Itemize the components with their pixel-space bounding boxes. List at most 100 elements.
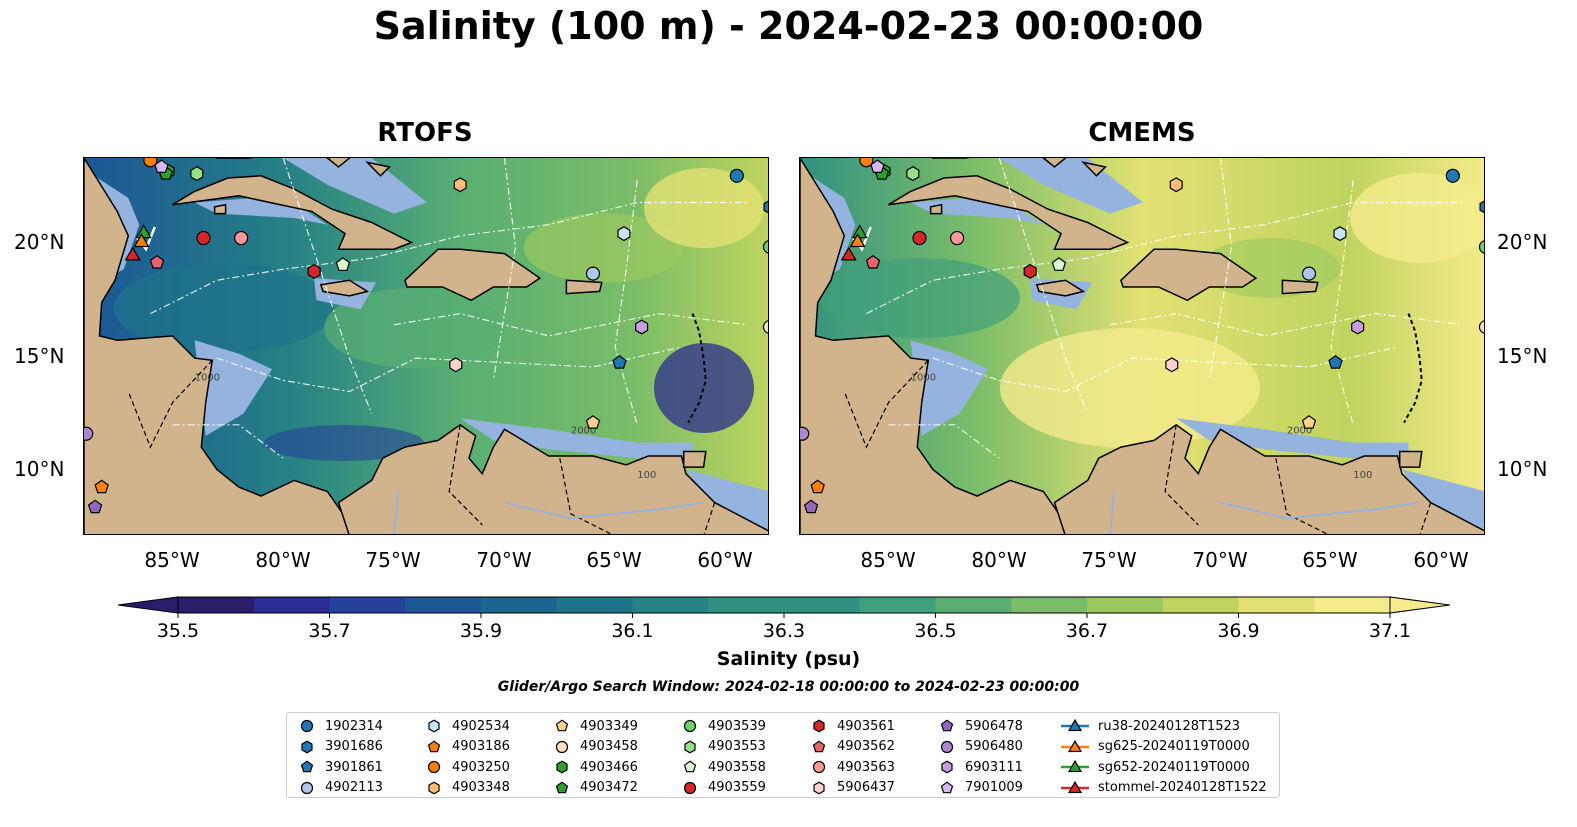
float-marker	[762, 240, 768, 254]
legend-marker	[428, 781, 440, 794]
hispaniola	[1120, 248, 1258, 302]
country-border	[1275, 458, 1329, 534]
legend-label: 1902314	[325, 718, 383, 734]
hispaniola	[404, 248, 542, 302]
central-america	[84, 158, 350, 534]
legend-item: 4903559	[680, 778, 766, 798]
legend-item: 1902314	[297, 716, 383, 736]
colorbar-cell	[784, 597, 861, 613]
float-marker	[865, 254, 881, 269]
legend-marker	[1061, 718, 1089, 732]
float-marker	[870, 159, 885, 173]
legend-symbol	[941, 760, 953, 774]
contour-label: 100	[637, 470, 656, 481]
legend-marker	[684, 740, 696, 753]
legend-label: 4903562	[837, 739, 895, 754]
colorbar-cell	[1087, 597, 1164, 613]
country-border	[843, 359, 929, 449]
south-america	[337, 423, 768, 534]
legend-label: 4903348	[452, 780, 510, 795]
legend-symbol	[813, 719, 825, 733]
colorbar-cell	[329, 597, 406, 613]
lat-tick-left: 15°N	[14, 344, 65, 368]
legend-item: 4903466	[552, 757, 638, 777]
float-marker	[617, 226, 631, 242]
float-marker	[449, 357, 463, 373]
legend-label: 5906480	[965, 739, 1023, 754]
river	[393, 491, 400, 534]
lat-tick-right: 10°N	[1497, 457, 1548, 481]
bahamas-bank	[999, 158, 1143, 214]
legend-symbol	[300, 781, 314, 794]
lon-tick: 75°W	[365, 548, 421, 572]
colorbar-cell	[253, 597, 330, 613]
float-marker	[190, 166, 204, 182]
fresh-eddy	[264, 425, 424, 461]
contour-label: 2000	[571, 426, 596, 437]
lon-tick: 80°W	[971, 548, 1027, 572]
panel-title-cmems: CMEMS	[1088, 118, 1196, 148]
legend-symbol	[940, 780, 954, 793]
float-marker	[453, 177, 467, 193]
lat-tick-left: 20°N	[14, 230, 65, 254]
float-marker	[94, 479, 109, 494]
legend-marker	[300, 760, 314, 773]
lon-tick: 85°W	[144, 548, 200, 572]
colorbar-tick-label: 35.9	[459, 620, 503, 642]
lesser-antilles-contour	[687, 313, 707, 424]
legend-item: 4903250	[424, 757, 510, 777]
legend-marker	[556, 760, 568, 774]
lon-tick: 60°W	[1413, 548, 1469, 572]
float-marker	[612, 354, 627, 369]
colorbar-cell	[556, 597, 633, 613]
eez-boundary	[393, 312, 748, 337]
legend-label: 4902113	[325, 780, 383, 795]
trinidad	[682, 450, 707, 468]
colorbar-cell	[1314, 597, 1391, 613]
colorbar-tick-label: 35.5	[156, 620, 200, 642]
legend-marker	[555, 740, 569, 753]
colorbar-tick-label: 36.1	[611, 620, 654, 642]
legend-label: 4903563	[837, 759, 895, 775]
colorbar-cell	[1238, 597, 1315, 613]
legend-label: 3901861	[325, 759, 383, 775]
legend-item: 4903553	[680, 737, 766, 757]
float-marker	[585, 415, 601, 429]
legend-label: 3901686	[325, 739, 383, 754]
legend-marker	[940, 780, 954, 793]
float-marker	[234, 230, 249, 246]
eez-boundary	[172, 424, 284, 459]
float-marker	[729, 168, 744, 183]
legend-symbol	[300, 760, 314, 773]
legend-label: 4903250	[452, 759, 510, 775]
eez-boundary	[216, 346, 682, 393]
country-border	[127, 359, 213, 449]
legend-marker	[301, 740, 313, 753]
float-marker	[810, 479, 825, 494]
country-border	[703, 502, 716, 534]
legend-symbol	[555, 780, 569, 793]
colorbar-tick-label: 35.7	[308, 620, 351, 642]
legend-label: 4903561	[837, 718, 895, 734]
legend-marker	[683, 719, 697, 733]
contour-label: 100	[1353, 470, 1372, 481]
legend-label: ru38-20240128T1523	[1098, 718, 1241, 734]
bahamas-1	[326, 158, 351, 168]
lon-tick: 75°W	[1081, 548, 1137, 572]
float-marker	[635, 319, 649, 335]
guyana-shelf	[685, 469, 768, 531]
legend-symbol	[427, 739, 441, 752]
colorbar-label: Salinity (psu)	[716, 648, 861, 670]
lon-tick: 65°W	[586, 548, 642, 572]
legend-label: 4903349	[580, 718, 638, 734]
south-america	[1053, 423, 1484, 534]
legend-item: 7901009	[937, 778, 1023, 798]
legend-symbol	[428, 781, 440, 794]
legend: 1902314 3901686 3901861 4902113 4902534 49031…	[286, 712, 1280, 798]
legend-marker	[1061, 739, 1089, 752]
legend-symbol	[555, 719, 569, 732]
legend-marker	[300, 781, 314, 794]
colorbar-cell	[632, 597, 709, 613]
colorbar-tick-label: 36.9	[1217, 620, 1260, 642]
legend-triangle	[1067, 739, 1083, 752]
